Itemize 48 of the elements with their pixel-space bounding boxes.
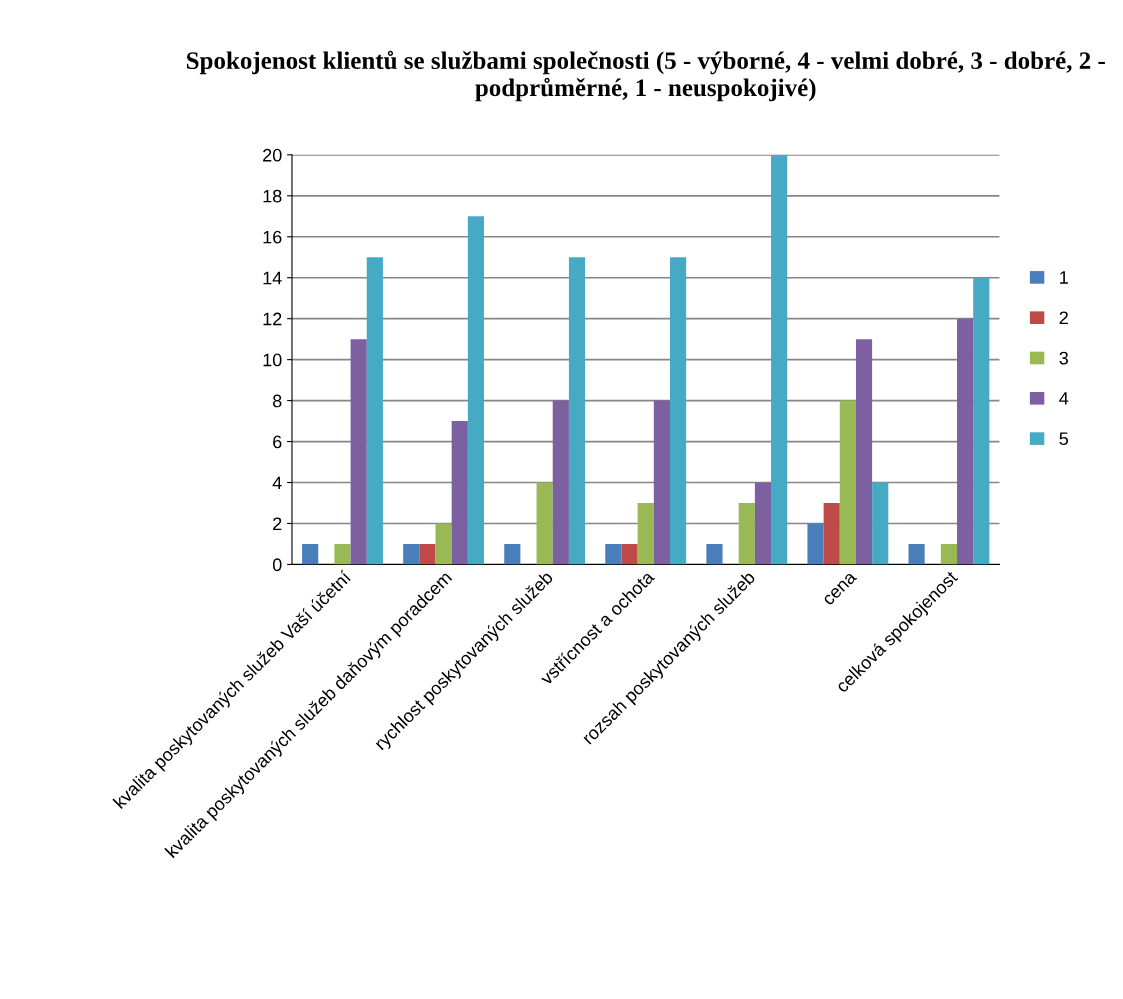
bar [451,421,468,565]
y-tick-label: 8 [273,394,282,408]
bar [637,503,654,565]
bar [653,400,670,565]
bar [435,523,452,565]
y-tick-label: 4 [272,476,282,490]
bar [504,543,521,565]
bar [366,257,383,565]
bar [872,482,889,565]
bar [605,543,622,565]
bar [754,482,772,565]
bar [738,503,755,565]
bar [302,543,319,565]
y-tick-label: 14 [263,271,282,285]
y-tick-label: 16 [263,230,282,244]
bar [419,543,436,565]
bar [621,543,638,565]
bar [403,543,420,565]
bar [669,257,687,565]
bar [552,400,569,565]
bar [536,482,553,565]
bar [940,543,958,565]
y-tick-label: 10 [263,353,282,367]
legend-label: 1 [1060,271,1068,284]
legend-label: 3 [1059,351,1069,365]
chart-title: Spokojenost klientů se službami společnosti (5 - výborné, 4 - velmi dobré, 3 - dobré, 2 - podprůměrné, 1 - neuspokojivé) [186,50,1105,102]
bar [957,318,974,565]
bar [839,400,856,565]
y-tick-label: 12 [263,312,282,326]
bar [568,257,586,565]
bar [771,154,788,565]
y-tick-label: 20 [263,148,282,162]
y-tick-label: 18 [263,189,282,203]
legend-label: 5 [1059,432,1069,446]
y-tick-label: 0 [272,558,282,572]
bar [706,543,723,565]
bar [334,543,351,565]
y-tick-label: 2 [273,517,282,531]
bar [908,543,925,565]
bar [823,503,840,565]
bar [350,339,367,565]
y-tick-label: 6 [273,435,282,449]
legend-label: 4 [1059,392,1069,405]
legend-label: 2 [1059,311,1068,325]
bar [807,523,824,565]
bar [973,277,990,565]
bar [467,216,485,565]
bar [855,339,873,565]
